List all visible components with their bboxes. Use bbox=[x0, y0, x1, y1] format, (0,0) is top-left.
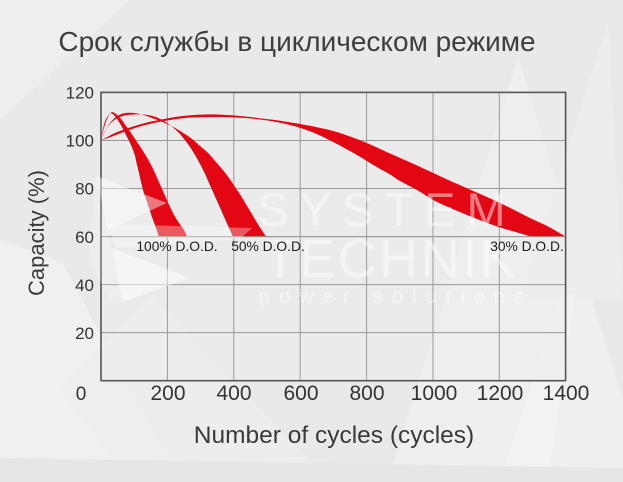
svg-text:Number of cycles (cycles): Number of cycles (cycles) bbox=[194, 422, 474, 449]
svg-text:1000: 1000 bbox=[411, 382, 458, 405]
svg-text:100% D.O.D.: 100% D.O.D. bbox=[136, 239, 217, 254]
svg-text:80: 80 bbox=[75, 180, 94, 199]
svg-text:SYSTEM: SYSTEM bbox=[257, 183, 516, 236]
svg-text:200: 200 bbox=[150, 382, 185, 405]
svg-text:100: 100 bbox=[66, 132, 94, 151]
svg-text:120: 120 bbox=[66, 84, 94, 103]
svg-text:400: 400 bbox=[216, 382, 251, 405]
svg-text:1200: 1200 bbox=[477, 382, 524, 405]
svg-text:1400: 1400 bbox=[543, 382, 590, 405]
svg-text:600: 600 bbox=[283, 382, 318, 405]
svg-text:Capacity (%): Capacity (%) bbox=[24, 170, 49, 296]
svg-text:20: 20 bbox=[75, 324, 94, 343]
svg-text:30% D.O.D.: 30% D.O.D. bbox=[490, 239, 564, 254]
svg-text:800: 800 bbox=[349, 382, 384, 405]
svg-text:0: 0 bbox=[76, 384, 87, 405]
svg-text:50% D.O.D.: 50% D.O.D. bbox=[231, 239, 305, 254]
svg-text:power solutions: power solutions bbox=[259, 286, 533, 308]
svg-text:60: 60 bbox=[75, 228, 94, 247]
svg-text:Срок службы в циклическом режи: Срок службы в циклическом режиме bbox=[58, 26, 535, 57]
svg-text:TECHNIK: TECHNIK bbox=[264, 229, 519, 289]
svg-text:40: 40 bbox=[75, 276, 94, 295]
